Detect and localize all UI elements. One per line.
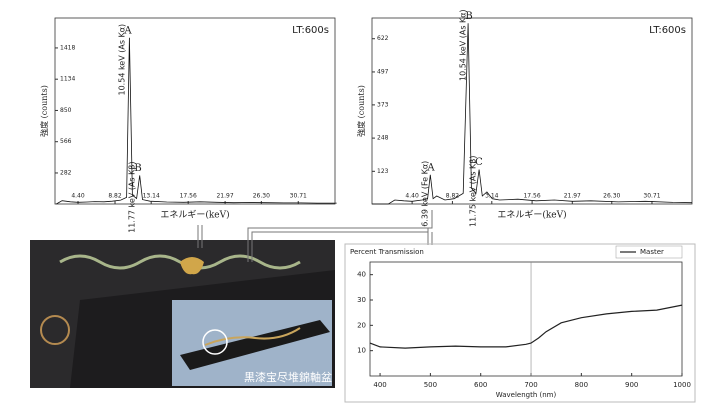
plot-frame	[54, 17, 336, 205]
y-tick-label: 622	[377, 35, 389, 42]
x-tick-label: 4.40	[405, 193, 419, 200]
x-axis-label: エネルギー(keV)	[497, 210, 566, 221]
peak-label: 11.75 keV (As Kβ)	[469, 155, 478, 227]
chart-annotation: LT:600s	[649, 25, 686, 36]
x-tick-label: 800	[575, 381, 588, 389]
connectors	[197, 210, 433, 262]
transmission-frame	[344, 243, 696, 403]
legend-box	[615, 245, 683, 259]
chart-title: Percent Transmission	[350, 248, 424, 256]
y-tick-label: 20	[357, 321, 366, 329]
x-tick-label: 30.71	[290, 193, 307, 200]
x-axis-label: Wavelength (nm)	[496, 391, 557, 399]
x-tick-label: 21.97	[216, 193, 233, 200]
x-tick-label: 21.97	[564, 193, 581, 200]
y-axis-label: 強度 (counts)	[356, 85, 366, 137]
y-tick-label: 10	[357, 347, 366, 355]
x-tick-label: 4.40	[71, 193, 85, 200]
y-tick-label: 850	[60, 107, 72, 114]
y-tick-label: 248	[377, 135, 389, 142]
x-tick-label: 30.71	[643, 193, 660, 200]
peak-label: 11.77 keV (As Kβ)	[128, 161, 137, 233]
y-tick-label: 282	[60, 169, 72, 176]
y-tick-label: 40	[357, 271, 366, 279]
data-line	[369, 304, 683, 349]
y-axis-label: 強度 (counts)	[39, 85, 49, 137]
x-tick-label: 17.56	[180, 193, 197, 200]
x-tick-label: 700	[524, 381, 537, 389]
peak-letter: B	[465, 11, 472, 22]
y-tick-label: 497	[377, 68, 389, 75]
y-tick-label: 1134	[60, 76, 75, 83]
x-axis-label: エネルギー(keV)	[160, 210, 229, 221]
data-line	[56, 37, 337, 205]
peak-label: 10.54 keV (As Kα)	[459, 9, 468, 81]
photo	[30, 240, 335, 388]
x-tick-label: 8.82	[446, 193, 460, 200]
y-tick-label: 30	[357, 296, 366, 304]
x-tick-label: 900	[625, 381, 638, 389]
data-line	[372, 23, 693, 205]
peak-letter: A	[426, 162, 435, 173]
y-tick-label: 373	[377, 101, 389, 108]
plot-frame	[369, 261, 683, 377]
x-tick-label: 1000	[673, 381, 691, 389]
chart-annotation: LT:600s	[292, 25, 329, 36]
peak-letter: C	[475, 157, 483, 168]
x-tick-label: 13.14	[143, 193, 160, 200]
x-tick-label: 3.14	[485, 193, 499, 200]
y-tick-label: 1418	[60, 44, 75, 51]
x-tick-label: 8.82	[108, 193, 122, 200]
photo-caption: 黒漆宝尽堆錦軸盆	[244, 370, 332, 384]
peak-letter: B	[134, 163, 141, 174]
peak-label: 10.54 keV (As Kα)	[118, 24, 127, 96]
y-tick-label: 566	[60, 138, 72, 145]
peak-letter: A	[123, 25, 132, 36]
y-tick-label: 123	[377, 168, 389, 175]
x-tick-label: 600	[474, 381, 487, 389]
x-tick-label: 400	[373, 381, 386, 389]
x-tick-label: 26.30	[603, 193, 620, 200]
x-tick-label: 500	[424, 381, 437, 389]
x-tick-label: 17.56	[523, 193, 540, 200]
legend-label: Master	[640, 248, 664, 256]
peak-label: 6.39 keV (Fe Kα)	[421, 161, 430, 227]
x-tick-label: 26.30	[253, 193, 270, 200]
